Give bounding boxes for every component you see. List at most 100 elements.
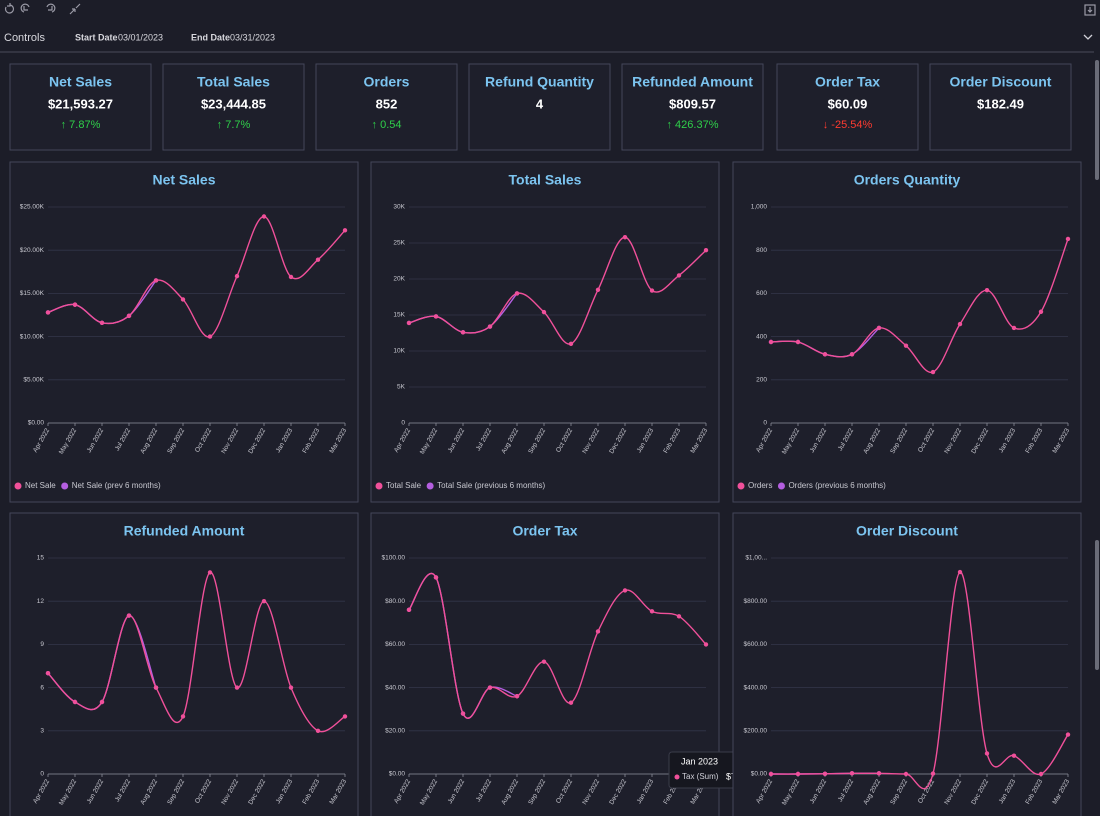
y-tick-label: 0 [401, 420, 405, 427]
y-tick-label: $0.00 [389, 771, 406, 778]
data-point [622, 588, 628, 593]
y-tick-label: $800.00 [744, 598, 768, 605]
y-tick-label: $0.00 [751, 771, 768, 778]
kpi-value: $60.09 [828, 96, 868, 111]
y-tick-label: 0 [763, 420, 767, 427]
data-point [622, 235, 628, 240]
y-tick-label: 15 [37, 555, 45, 562]
tooltip-series: Tax (Sum) [682, 772, 719, 781]
y-tick-label: 25K [393, 240, 405, 247]
legend-label: Orders [748, 481, 772, 490]
data-point [126, 613, 132, 618]
chart-panel [732, 161, 1082, 503]
data-point [1065, 732, 1071, 737]
data-point [849, 352, 855, 357]
data-point [99, 699, 105, 705]
y-tick-label: $1,00... [745, 555, 767, 562]
data-point [795, 339, 801, 345]
data-point [234, 685, 240, 690]
data-point [568, 700, 574, 705]
data-point [342, 228, 348, 233]
export-icon[interactable] [1084, 4, 1096, 16]
chart-title: Total Sales [509, 172, 582, 188]
collapse-icon[interactable] [69, 3, 81, 15]
data-point [180, 714, 186, 719]
data-point [795, 771, 801, 777]
kpi-value: 4 [536, 96, 544, 111]
kpi-title: Net Sales [49, 74, 112, 90]
data-point [433, 575, 439, 580]
chart-panel [732, 512, 1082, 816]
export-arrow [1087, 7, 1093, 13]
data-point [288, 274, 294, 280]
kpi-title: Refunded Amount [632, 74, 753, 90]
kpi-value: 852 [376, 96, 398, 111]
expand-chevron[interactable] [1083, 34, 1093, 40]
chart-title: Refunded Amount [124, 523, 245, 539]
data-point [984, 287, 990, 293]
y-tick-label: 30K [393, 204, 405, 211]
start-label: Start Date [75, 32, 118, 42]
kpi-change: ↑ 426.37% [667, 119, 719, 131]
y-tick-label: $80.00 [385, 598, 405, 605]
start-date[interactable]: 03/01/2023 [118, 32, 163, 42]
scrollbar-thumb[interactable] [1095, 540, 1099, 670]
chart-title: Orders Quantity [854, 172, 961, 188]
y-tick-label: $40.00 [385, 684, 405, 691]
end-label: End Date [191, 32, 230, 42]
legend-swatch [14, 482, 22, 490]
data-point [153, 685, 159, 690]
y-tick-label: 9 [40, 641, 44, 648]
data-point [649, 609, 655, 614]
y-tick-label: 3 [40, 728, 44, 735]
refresh-icon[interactable] [4, 3, 15, 14]
toolbar [4, 3, 1096, 16]
kpi-value: $23,444.85 [201, 96, 266, 111]
kpi-title: Refund Quantity [485, 74, 594, 90]
kpi-change: ↑ 7.7% [217, 119, 251, 131]
data-point [315, 728, 321, 733]
kpi-change: ↑ 0.54 [372, 119, 402, 131]
y-tick-label: 6 [40, 684, 44, 691]
legend-swatch [737, 482, 745, 490]
data-point [703, 642, 709, 647]
data-point [676, 273, 682, 278]
chart-panel [9, 512, 359, 816]
data-point [1011, 325, 1017, 331]
redo-icon[interactable] [46, 3, 56, 13]
data-point [406, 607, 412, 613]
data-point [207, 334, 213, 339]
data-point [1038, 771, 1044, 777]
undo-icon[interactable] [20, 3, 30, 13]
y-tick-label: 15K [393, 312, 405, 319]
y-tick-label: $5.00K [23, 377, 44, 384]
y-tick-label: $10.00K [20, 333, 45, 340]
kpi-title: Order Discount [950, 74, 1052, 90]
kpi-title: Order Tax [815, 74, 880, 90]
y-tick-label: 200 [756, 377, 767, 384]
data-point [930, 369, 936, 375]
data-point [703, 248, 709, 253]
kpi-value: $21,593.27 [48, 96, 113, 111]
data-point [487, 324, 493, 329]
chart-panel [9, 161, 359, 503]
end-date[interactable]: 03/31/2023 [230, 32, 275, 42]
data-point [876, 325, 882, 331]
chart-title: Net Sales [152, 172, 215, 188]
data-point [234, 273, 240, 279]
legend-label: Total Sale (previous 6 months) [437, 481, 545, 490]
y-tick-label: $100.00 [382, 555, 406, 562]
y-tick-label: 400 [756, 333, 767, 340]
y-tick-label: $60.00 [385, 641, 405, 648]
controls-title[interactable]: Controls [4, 32, 45, 44]
data-point [460, 330, 466, 335]
data-point [768, 771, 774, 777]
y-tick-label: 12 [37, 598, 45, 605]
scrollbar-thumb[interactable] [1095, 60, 1099, 180]
kpi-card [621, 63, 764, 151]
data-point [153, 278, 159, 283]
y-tick-label: $20.00 [385, 728, 405, 735]
kpi-card [315, 63, 458, 151]
data-point [768, 339, 774, 345]
